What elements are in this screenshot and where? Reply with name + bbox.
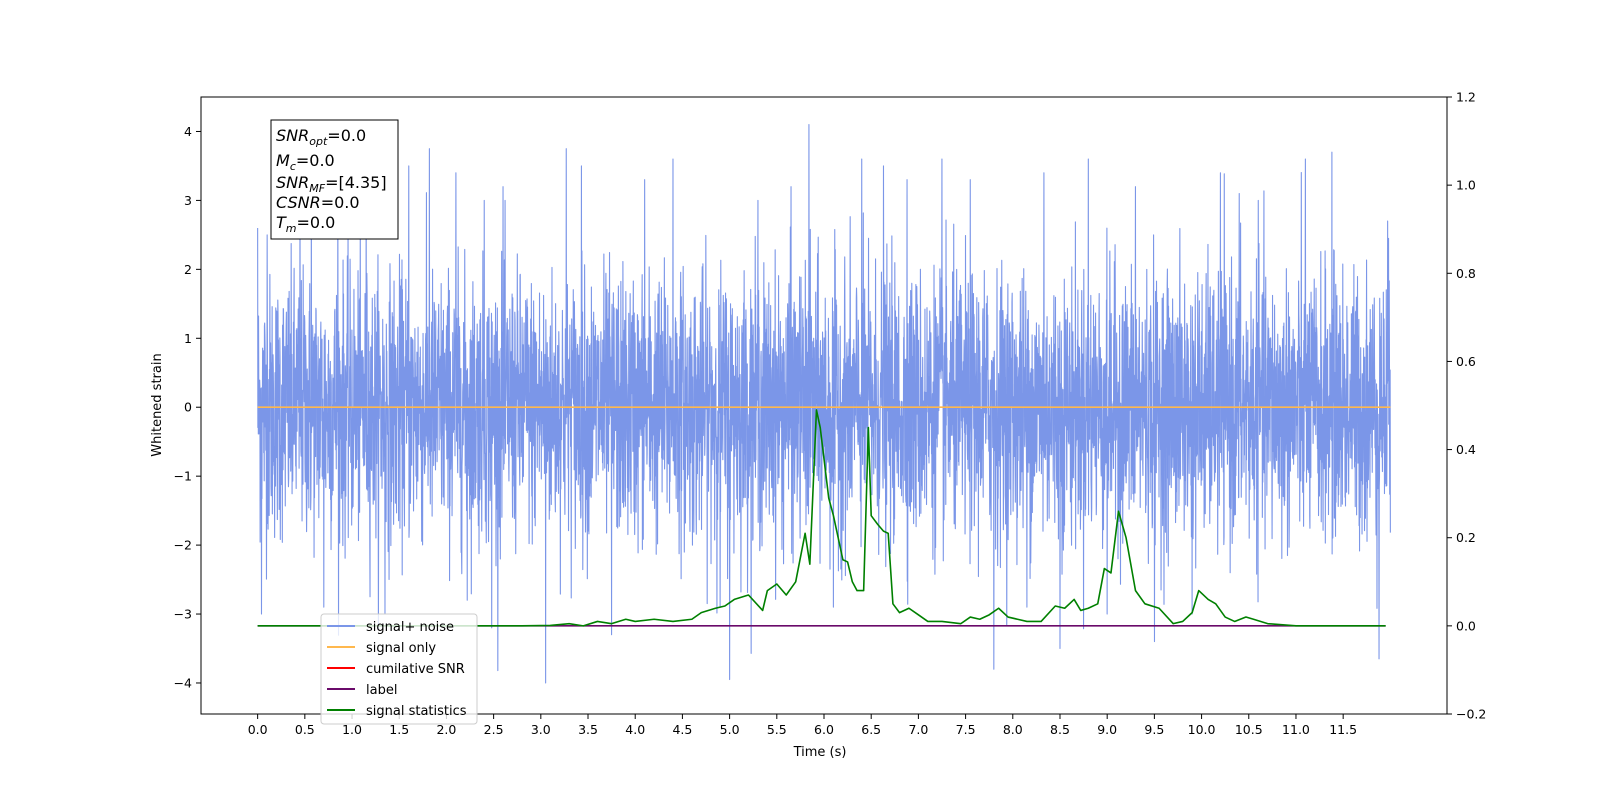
info-mc: Mc=0.0 (276, 151, 335, 173)
y2-axis-ticks: −0.2 0.0 0.2 0.4 0.6 0.8 1.0 1.2 (1447, 90, 1486, 722)
info-tm: Tm=0.0 (276, 213, 335, 235)
x-tick-label-4: 2.0 (436, 722, 456, 737)
info-mc-value: =0.0 (296, 151, 335, 170)
info-snr-mf-value: =[4.35] (325, 173, 387, 192)
y2-tick-label-1: 0.0 (1456, 618, 1476, 633)
info-snr-opt-sub: opt (309, 135, 328, 148)
x-tick-label-3: 1.5 (389, 722, 409, 737)
x-tick-label-16: 8.0 (1003, 722, 1023, 737)
y2-tick-label-0: −0.2 (1456, 707, 1486, 722)
info-csnr-main: CSNR (276, 193, 321, 212)
legend-label-signal-only: signal only (366, 641, 436, 656)
legend-label-cumulative-snr: cumilative SNR (366, 662, 465, 677)
y-tick-label-6: 2 (184, 262, 192, 277)
y-tick-label-1: −3 (174, 607, 192, 622)
info-tm-main: T (276, 213, 287, 232)
info-box: SNRopt=0.0 Mc=0.0 SNRMF=[4.35] CSNR=0.0 … (270, 119, 399, 240)
info-snr-opt-value: =0.0 (327, 126, 366, 145)
info-box-frame (270, 119, 399, 240)
x-tick-label-1: 0.5 (295, 722, 315, 737)
y-tick-label-0: −4 (174, 675, 192, 690)
info-snr-mf-sub: MF (309, 182, 325, 195)
y-tick-label-8: 4 (184, 124, 192, 139)
y-tick-label-7: 3 (184, 193, 192, 208)
info-mc-main: M (276, 151, 290, 170)
x-tick-label-15: 7.5 (956, 722, 976, 737)
x-tick-label-2: 1.0 (342, 722, 362, 737)
info-snr-opt-main: SNR (276, 126, 309, 145)
y-axis-ticks: −4 −3 −2 −1 0 1 2 3 4 (174, 124, 201, 690)
x-tick-label-7: 3.5 (578, 722, 598, 737)
y2-tick-label-6: 1.0 (1456, 178, 1476, 193)
info-snr-mf-main: SNR (276, 173, 309, 192)
x-tick-label-17: 8.5 (1050, 722, 1070, 737)
y2-tick-label-2: 0.2 (1456, 530, 1476, 545)
x-tick-label-12: 6.0 (814, 722, 834, 737)
signal-noise-series (257, 124, 1391, 684)
y-tick-label-3: −1 (174, 469, 192, 484)
y2-tick-label-5: 0.8 (1456, 266, 1476, 281)
x-tick-label-20: 10.0 (1188, 722, 1216, 737)
info-snr-opt: SNRopt=0.0 (276, 126, 366, 148)
y-axis-label: Whitened strain (150, 353, 165, 456)
x-tick-label-21: 10.5 (1235, 722, 1263, 737)
x-tick-label-6: 3.0 (531, 722, 551, 737)
x-tick-label-9: 4.5 (672, 722, 692, 737)
x-tick-label-11: 5.5 (767, 722, 787, 737)
info-tm-value: =0.0 (297, 213, 336, 232)
x-tick-label-18: 9.0 (1097, 722, 1117, 737)
x-axis-label: Time (s) (793, 745, 847, 760)
info-snr-mf: SNRMF=[4.35] (276, 173, 387, 195)
y2-tick-label-4: 0.6 (1456, 354, 1476, 369)
x-tick-label-10: 5.0 (720, 722, 740, 737)
x-tick-label-19: 9.5 (1144, 722, 1164, 737)
series-line-signal-statistics (257, 409, 1386, 627)
y-tick-label-5: 1 (184, 331, 192, 346)
legend: signal+ noise signal only cumilative SNR… (320, 613, 478, 725)
x-tick-label-5: 2.5 (484, 722, 504, 737)
series-line-signal-noise (257, 124, 1391, 684)
y-tick-label-2: −2 (174, 538, 192, 553)
x-tick-label-23: 11.5 (1329, 722, 1357, 737)
info-csnr: CSNR=0.0 (276, 193, 360, 212)
info-csnr-value: =0.0 (321, 193, 360, 212)
y-tick-label-4: 0 (184, 400, 192, 415)
y2-tick-label-7: 1.2 (1456, 90, 1476, 105)
x-tick-label-22: 11.0 (1282, 722, 1310, 737)
info-mc-sub: c (290, 160, 296, 173)
info-tm-sub: m (286, 222, 297, 235)
y2-tick-label-3: 0.4 (1456, 442, 1476, 457)
legend-label-signal-statistics: signal statistics (366, 704, 467, 719)
x-axis-ticks: 0.0 0.5 1.0 1.5 2.0 2.5 3.0 3.5 4.0 4.5 5.0 5.5 6.0 6… (248, 714, 1357, 737)
x-tick-label-8: 4.0 (625, 722, 645, 737)
legend-frame (320, 613, 478, 725)
x-tick-label-0: 0.0 (248, 722, 268, 737)
x-tick-label-13: 6.5 (861, 722, 881, 737)
legend-label-label: label (366, 683, 397, 698)
legend-label-signal-noise: signal+ noise (366, 620, 454, 635)
x-tick-label-14: 7.0 (908, 722, 928, 737)
